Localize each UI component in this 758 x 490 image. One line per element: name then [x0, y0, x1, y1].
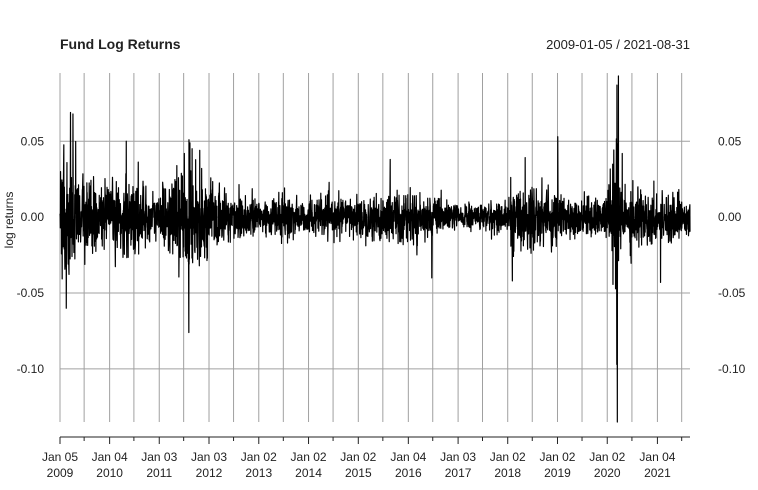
x-tick-label-date: Jan 04 — [92, 450, 128, 464]
x-tick-label-date: Jan 03 — [191, 450, 227, 464]
chart-title: Fund Log Returns — [60, 36, 181, 52]
x-tick-label-date: Jan 02 — [340, 450, 376, 464]
x-tick-label-year: 2017 — [445, 466, 472, 480]
y-tick-label-right: 0.05 — [718, 134, 742, 148]
x-tick-label-year: 2014 — [295, 466, 322, 480]
x-tick-label-date: Jan 02 — [241, 450, 277, 464]
grid — [59, 73, 690, 422]
x-tick-label-date: Jan 02 — [589, 450, 625, 464]
y-tick-label-right: -0.10 — [718, 362, 746, 376]
x-tick-label-date: Jan 04 — [639, 450, 675, 464]
x-tick-label-date: Jan 05 — [42, 450, 78, 464]
x-tick-label-date: Jan 02 — [539, 450, 575, 464]
x-tick-label-date: Jan 03 — [440, 450, 476, 464]
x-tick-label-year: 2013 — [245, 466, 272, 480]
y-tick-label-left: 0.05 — [21, 134, 45, 148]
x-tick-label-year: 2011 — [146, 466, 172, 480]
x-tick-label-date: Jan 02 — [490, 450, 526, 464]
x-tick-label-year: 2018 — [494, 466, 521, 480]
x-tick-label-year: 2016 — [395, 466, 422, 480]
y-tick-label-left: 0.00 — [21, 210, 45, 224]
x-tick-label-year: 2020 — [594, 466, 621, 480]
y-tick-label-right: -0.05 — [718, 286, 746, 300]
x-tick-label-year: 2012 — [196, 466, 223, 480]
y-tick-label-right: 0.00 — [718, 210, 742, 224]
x-tick-label-date: Jan 02 — [291, 450, 327, 464]
y-axis-label: log returns — [2, 192, 16, 249]
x-tick-label-year: 2021 — [644, 466, 671, 480]
x-tick-label-year: 2010 — [96, 466, 123, 480]
series — [59, 75, 691, 423]
x-tick-label-year: 2009 — [47, 466, 74, 480]
y-tick-label-left: -0.05 — [17, 286, 45, 300]
date-range-label: 2009-01-05 / 2021-08-31 — [546, 37, 690, 52]
y-tick-label-left: -0.10 — [17, 362, 45, 376]
series-line-log-returns — [59, 75, 691, 423]
x-tick-label-year: 2019 — [544, 466, 571, 480]
x-tick-label-year: 2015 — [345, 466, 372, 480]
x-tick-label-date: Jan 04 — [390, 450, 426, 464]
x-tick-label-date: Jan 03 — [141, 450, 177, 464]
axes: 0.05 0.05 0.00 0.00 -0.05 -0.05 -0.10 -0.10 Jan … — [17, 134, 746, 480]
